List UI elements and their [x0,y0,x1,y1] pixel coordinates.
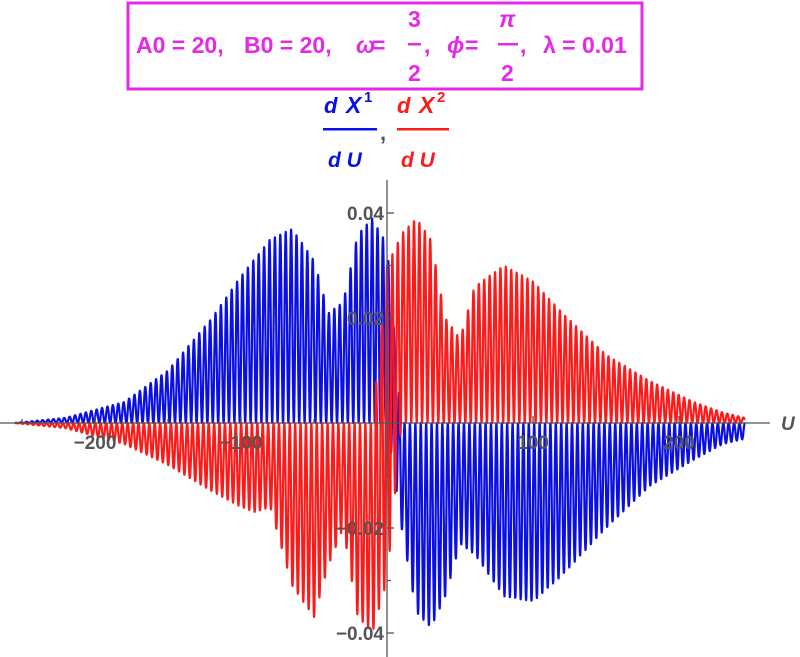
y-label-2-den: d U [401,149,436,172]
x-tick-label: −100 [220,433,263,454]
y-label-1-den: d U [328,149,363,172]
y-tick-label: 0.04 [347,204,384,225]
title-a0: A0 = 20, [136,32,224,58]
title-omega-bar [408,43,421,46]
title-phi-eq: = [465,32,478,58]
title-phi-bar [498,43,518,46]
y-label-2-sup: 2 [437,89,445,106]
y-label-1-bar [323,128,377,131]
y-label-1-sup: 1 [364,89,372,106]
title-omega-symbol: ω [356,32,375,58]
y-tick-label: −0.04 [336,624,385,645]
axes: −200 −100 100 200 −0.04 −0.02 0.02 0.04 U [0,180,796,657]
y-label-2-d: d [397,93,411,118]
title-phi-comma: , [520,32,526,58]
y-label-separator: , [380,120,386,145]
chart-title: A0 = 20, B0 = 20, ω = 3 2 , ϕ = π 2 , λ … [126,1,644,91]
y-label-1-d: d [324,93,338,118]
y-axis-label: d X 1 d U , d X 2 d U [323,89,449,172]
title-lambda: λ = 0.01 [543,32,627,58]
title-omega-comma: , [424,32,430,58]
title-omega-num: 3 [408,6,421,32]
title-omega-den: 2 [408,60,421,86]
y-label-1-var: X [344,92,363,118]
title-phi-num: π [499,6,516,32]
x-tick-label: 100 [517,433,549,454]
x-tick-label: 200 [663,433,695,454]
y-tick-label: 0.02 [347,309,384,330]
series-2-line [13,220,746,630]
title-b0: B0 = 20, [244,32,332,58]
series-layer [13,217,746,630]
y-tick-label: −0.02 [336,519,384,540]
title-phi-den: 2 [501,60,514,86]
y-label-2-bar [397,128,449,131]
x-axis-label: U [781,414,796,435]
y-label-series2: d X 2 d U [397,89,449,172]
y-label-series1: d X 1 d U [323,89,377,172]
title-frame [126,1,644,91]
x-tick-label: −200 [74,433,117,454]
y-label-2-var: X [417,92,436,118]
title-omega-eq: = [372,32,385,58]
title-phi-symbol: ϕ [447,32,464,58]
